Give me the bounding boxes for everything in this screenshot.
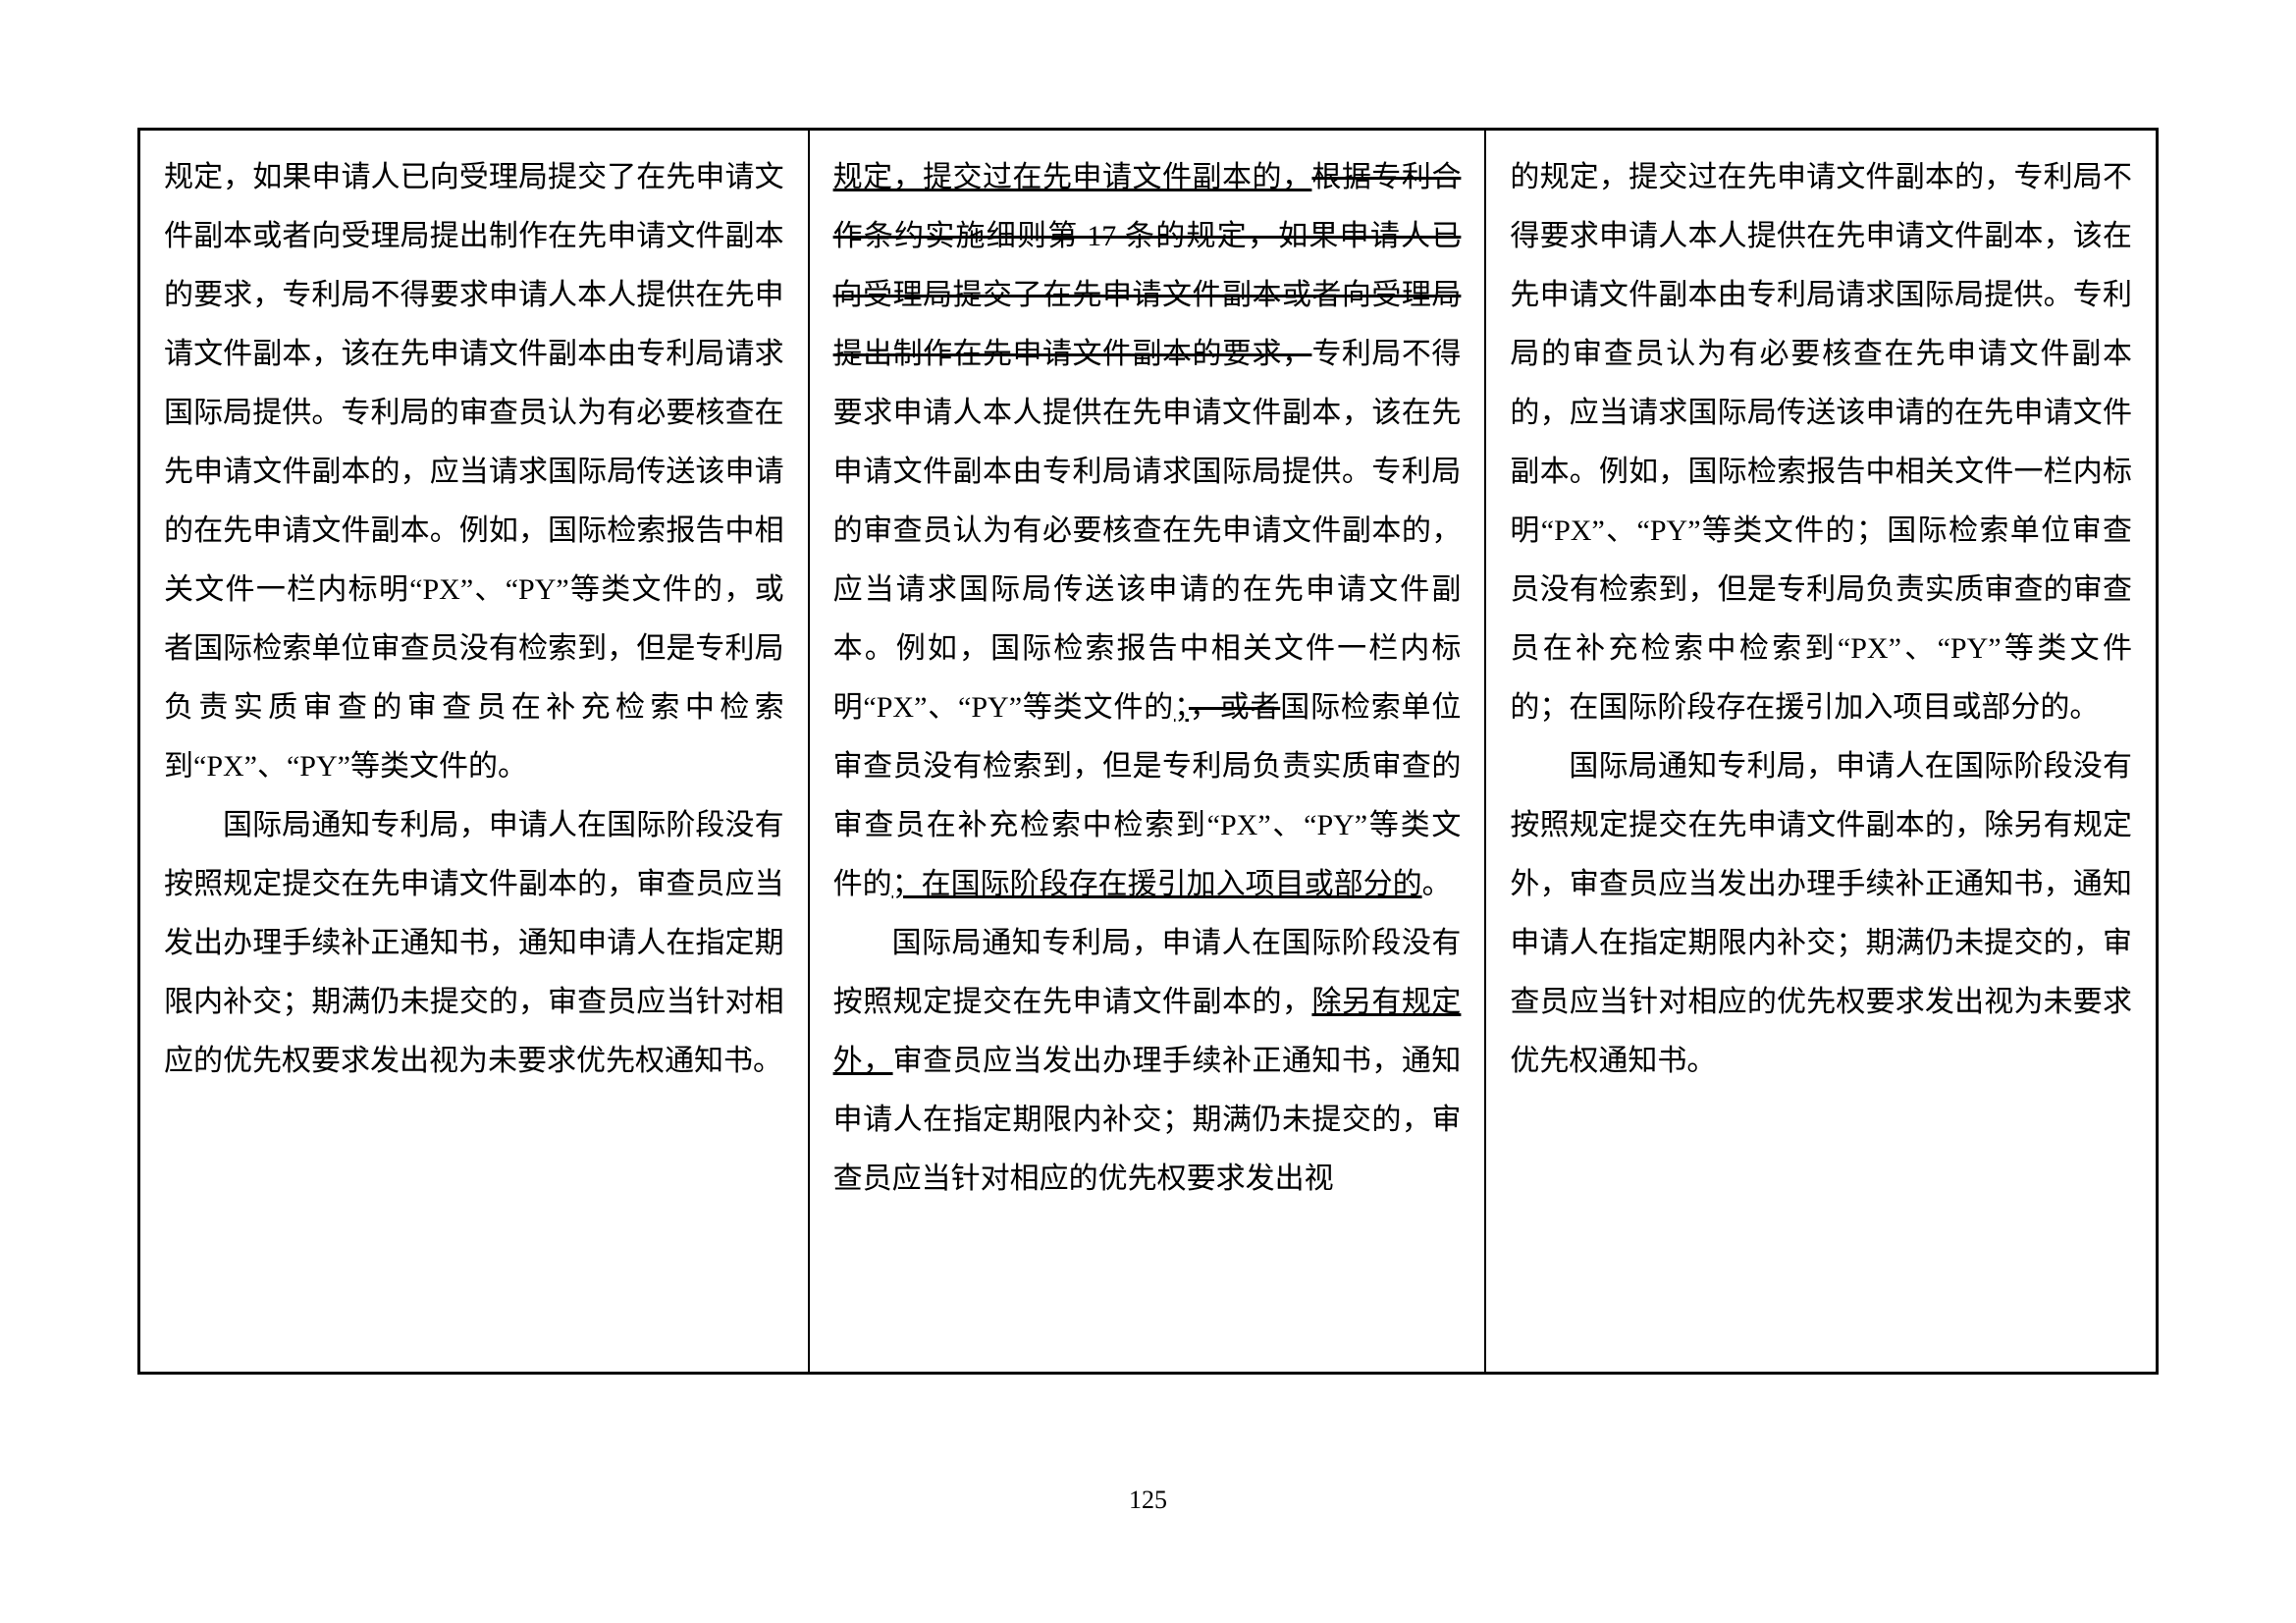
col2-text-1: 专利局不得要求申请人本人提供在先申请文件副本，该在先申请文件副本由专利局请求国际… bbox=[833, 338, 1462, 724]
col2-p2-text-2: 审查员应当发出办理手续补正通知书，通知申请人在指定期限内补交；期满仍未提交的，审… bbox=[833, 1045, 1462, 1195]
col3-paragraph-1: 的规定，提交过在先申请文件副本的，专利局不得要求申请人本人提供在先申请文件副本，… bbox=[1510, 148, 2132, 737]
col2-underline-2: ； bbox=[1174, 691, 1189, 724]
col2-underline-1: 规定，提交过在先申请文件副本的， bbox=[833, 161, 1312, 193]
comparison-table: 规定，如果申请人已向受理局提交了在先申请文件副本或者向受理局提出制作在先申请文件… bbox=[137, 128, 2159, 1375]
col3-paragraph-2: 国际局通知专利局，申请人在国际阶段没有按照规定提交在先申请文件副本的，除另有规定… bbox=[1510, 737, 2132, 1091]
column-1: 规定，如果申请人已向受理局提交了在先申请文件副本或者向受理局提出制作在先申请文件… bbox=[140, 131, 810, 1372]
page-number: 125 bbox=[0, 1486, 2296, 1515]
col1-paragraph-2: 国际局通知专利局，申请人在国际阶段没有按照规定提交在先申请文件副本的，审查员应当… bbox=[164, 796, 784, 1091]
col2-underline-3: ；在国际阶段存在援引加入项目或部分的 bbox=[892, 868, 1422, 900]
col1-paragraph-1: 规定，如果申请人已向受理局提交了在先申请文件副本或者向受理局提出制作在先申请文件… bbox=[164, 148, 784, 796]
col2-text-3: 。 bbox=[1422, 868, 1452, 900]
col2-strike-2: ，或者 bbox=[1189, 691, 1280, 724]
col2-paragraph-1: 规定，提交过在先申请文件副本的，根据专利合作条约实施细则第 17 条的规定，如果… bbox=[833, 148, 1462, 914]
page-container: 规定，如果申请人已向受理局提交了在先申请文件副本或者向受理局提出制作在先申请文件… bbox=[137, 128, 2159, 1476]
column-2: 规定，提交过在先申请文件副本的，根据专利合作条约实施细则第 17 条的规定，如果… bbox=[810, 131, 1487, 1372]
col2-paragraph-2: 国际局通知专利局，申请人在国际阶段没有按照规定提交在先申请文件副本的，除另有规定… bbox=[833, 914, 1462, 1209]
column-3: 的规定，提交过在先申请文件副本的，专利局不得要求申请人本人提供在先申请文件副本，… bbox=[1486, 131, 2156, 1372]
